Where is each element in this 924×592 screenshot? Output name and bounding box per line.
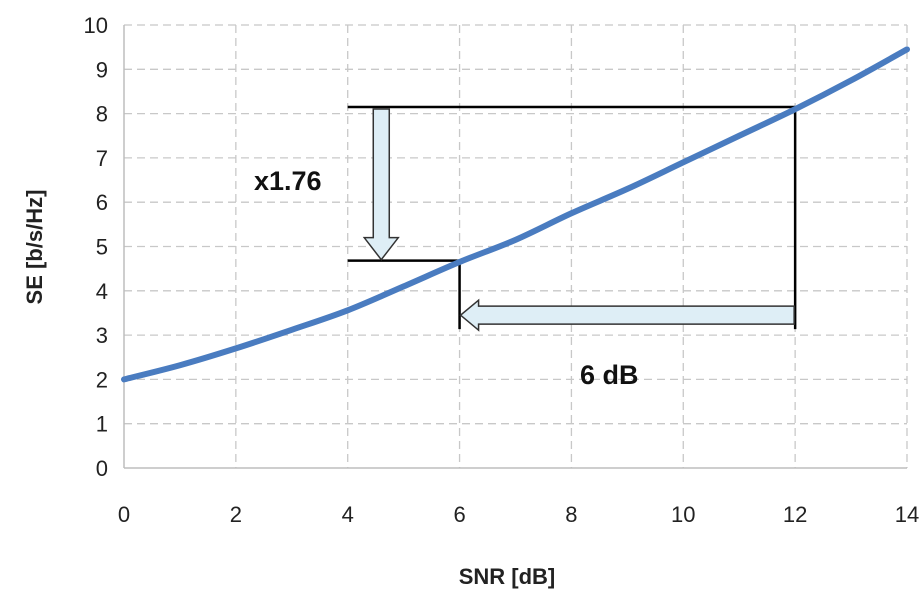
- grid: [124, 24, 908, 468]
- se-curve: [121, 46, 910, 383]
- left-arrow: [459, 298, 795, 332]
- y-axis-title: SE [b/s/Hz]: [22, 190, 47, 305]
- axes: [123, 25, 907, 469]
- annotation-label-6db: 6 dB: [580, 360, 639, 390]
- y-tick-label-7: 7: [96, 146, 108, 171]
- x-tick-label-6: 6: [453, 502, 465, 527]
- y-tick-label-3: 3: [96, 323, 108, 348]
- x-axis-title: SNR [dB]: [459, 564, 556, 589]
- x-tick-label-10: 10: [671, 502, 695, 527]
- x-tick-label-2: 2: [230, 502, 242, 527]
- y-tick-label-0: 0: [96, 456, 108, 481]
- x-tick-label-14: 14: [895, 502, 919, 527]
- annotation-arrows: [362, 108, 795, 332]
- y-tick-label-10: 10: [84, 13, 108, 38]
- x-tick-label-12: 12: [783, 502, 807, 527]
- y-tick-label-9: 9: [96, 57, 108, 82]
- x-tick-label-4: 4: [342, 502, 354, 527]
- x-tick-label-0: 0: [118, 502, 130, 527]
- x-tick-label-8: 8: [565, 502, 577, 527]
- y-tick-label-2: 2: [96, 367, 108, 392]
- down-arrow: [362, 108, 400, 261]
- y-tick-label-6: 6: [96, 190, 108, 215]
- y-tick-label-8: 8: [96, 102, 108, 127]
- annotation-label-x1.76: x1.76: [254, 166, 322, 196]
- series: [121, 46, 910, 383]
- y-tick-label-1: 1: [96, 412, 108, 437]
- reference-lines: [347, 105, 797, 330]
- y-tick-label-4: 4: [96, 279, 108, 304]
- y-tick-label-5: 5: [96, 235, 108, 260]
